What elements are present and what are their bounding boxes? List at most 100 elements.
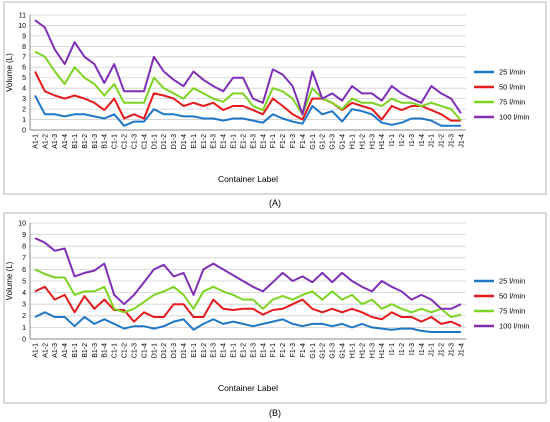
chart-a-xtick-label: G1-2	[320, 134, 327, 150]
chart-a-series-line-1	[34, 95, 461, 127]
chart-b-xtick-label: A1-4	[62, 343, 69, 358]
chart-a-xtick-label: D1-1	[151, 134, 158, 149]
chart-a-xtick-label: E1-3	[250, 134, 257, 149]
chart-b-xtick-label: E1-2	[240, 343, 247, 358]
chart-a-xlabel: Container Label	[218, 174, 278, 184]
chart-b-xtick-label: H1-2	[359, 343, 366, 358]
chart-a-xtick-label: H1-2	[359, 134, 366, 149]
chart-a-xtick-label: F1-4	[300, 134, 307, 149]
chart-b-xtick-label: D1-3	[171, 343, 178, 358]
chart-a-xtick-label: B1-1	[72, 134, 79, 149]
chart-a-ytick-label: 0	[22, 127, 26, 134]
chart-a-series-line-2	[34, 71, 461, 122]
chart-a-xtick-label: D1-3	[171, 134, 178, 149]
chart-b-xtick-label: A1-2	[42, 343, 49, 358]
chart-a-xtick-label: J1-4	[458, 134, 465, 148]
chart-a-xtick-label: F1-3	[290, 134, 297, 149]
chart-b-frame	[3, 212, 547, 404]
chart-a-legend-label: 50 l/min	[499, 83, 525, 92]
chart-b-ytick-label: 3	[22, 302, 26, 309]
chart-a-xtick-label: C1-2	[122, 134, 129, 149]
chart-a-xtick-label: G1-4	[340, 134, 347, 150]
chart-b-xtick-label: B1-2	[82, 343, 89, 358]
chart-b-ytick-label: 4	[22, 290, 26, 297]
chart-a-xtick-label: C1-4	[141, 134, 148, 149]
chart-a-xtick-label: E1-1	[191, 134, 198, 149]
chart-a-xtick-label: J1-3	[449, 134, 456, 148]
chart-b-xtick-label: F1-3	[290, 343, 297, 358]
chart-b-ytick-label: 5	[22, 278, 26, 285]
chart-b-xtick-label: E1-3	[211, 343, 218, 358]
chart-b-xtick-label: E1-4	[260, 343, 267, 358]
chart-b-xtick-label: G1-3	[330, 343, 337, 359]
chart-b-xtick-label: B1-1	[72, 343, 79, 358]
chart-b-ytick-label: 7	[22, 255, 26, 262]
chart-b-xtick-label: E1-4	[221, 343, 228, 358]
chart-a-xtick-label: C1-3	[131, 134, 138, 149]
chart-a-ytick-label: 4	[22, 86, 26, 93]
chart-b-xtick-label: I1-3	[409, 343, 416, 355]
chart-b-xtick-label: C1-3	[131, 343, 138, 358]
chart-b-xtick-label: H1-4	[379, 343, 386, 358]
chart-b-ytick-label: 1	[22, 325, 26, 332]
chart-b-legend-label: 100 l/min	[499, 322, 529, 331]
chart-b-xtick-label: D1-2	[161, 343, 168, 358]
chart-b-xtick-label: D1-1	[151, 343, 158, 358]
chart-a-xtick-label: I1-3	[409, 134, 416, 146]
chart-b-xtick-label: G1-1	[310, 343, 317, 359]
chart-b-xtick-label: C1-4	[141, 343, 148, 358]
chart-b-xtick-label: C1-2	[122, 343, 129, 358]
chart-a-xtick-label: G1-1	[310, 134, 317, 150]
chart-b-ytick-label: 9	[22, 232, 26, 239]
chart-a-legend-label: 25 l/min	[499, 68, 525, 77]
chart-a-legend-label: 75 l/min	[499, 98, 525, 107]
chart-a-ytick-label: 8	[22, 44, 26, 51]
chart-b-xtick-label: A1-3	[52, 343, 59, 358]
chart-b-panel-label: (B)	[269, 408, 281, 418]
chart-a-xtick-label: H1-3	[369, 134, 376, 149]
chart-a-ytick-label: 6	[22, 65, 26, 72]
chart-a-xtick-label: E1-2	[240, 134, 247, 149]
chart-a-ytick-label: 2	[22, 106, 26, 113]
chart-a-xtick-label: A1-2	[42, 134, 49, 149]
chart-b-ytick-label: 0	[22, 336, 26, 343]
chart-b-xtick-label: A1-1	[32, 343, 39, 358]
chart-b-legend-label: 50 l/min	[499, 292, 525, 301]
chart-b-xtick-label: E1-2	[201, 343, 208, 358]
chart-a-xtick-label: E1-1	[231, 134, 238, 149]
chart-b-legend-label: 75 l/min	[499, 307, 525, 316]
chart-a-xtick-label: I1-2	[399, 134, 406, 146]
chart-b-legend-label: 25 l/min	[499, 277, 525, 286]
chart-a-xtick-label: E1-2	[201, 134, 208, 149]
chart-b-xtick-label: H1-1	[349, 343, 356, 358]
chart-a-ytick-label: 1	[22, 117, 26, 124]
chart-a-ytick-label: 11	[19, 12, 26, 19]
chart-a-legend-label: 100 l/min	[499, 113, 529, 122]
chart-a-xtick-label: B1-4	[102, 134, 109, 149]
chart-a-xtick-label: J1-1	[429, 134, 436, 148]
chart-a-xtick-label: E1-3	[211, 134, 218, 149]
chart-a-xtick-label: H1-1	[349, 134, 356, 149]
chart-b-xtick-label: B1-3	[92, 343, 99, 358]
chart-a-ytick-label: 9	[22, 33, 26, 40]
chart-a-ylabel: Volume (L)	[5, 53, 14, 92]
chart-panel-a: 0 1 2 3 4 5 6 7 8 9 10 11 A1-1 A1-2 A1-3 A1-4 B1-1 B1-2 B…	[0, 0, 550, 210]
chart-b-ylabel: Volume (L)	[5, 261, 14, 300]
chart-b-ytick-label: 8	[22, 244, 26, 251]
chart-b-series-line-1	[34, 311, 461, 333]
chart-a-xtick-label: B1-2	[82, 134, 89, 149]
chart-b-xtick-label: B1-4	[102, 343, 109, 358]
chart-b-xtick-label: I1-2	[399, 343, 406, 355]
chart-a-xtick-label: I1-1	[389, 134, 396, 146]
chart-a-ytick-label: 10	[18, 23, 26, 30]
chart-b-xtick-label: G1-4	[340, 343, 347, 359]
chart-b-xtick-label: J1-2	[439, 343, 446, 357]
chart-b-xtick-label: F1-1	[270, 343, 277, 358]
chart-a-series-line-3	[34, 50, 462, 122]
chart-b-xtick-label: E1-3	[250, 343, 257, 358]
chart-a-frame	[3, 1, 547, 195]
chart-b-xtick-label: J1-1	[429, 343, 436, 357]
chart-b-xtick-label: C1-1	[112, 343, 119, 358]
